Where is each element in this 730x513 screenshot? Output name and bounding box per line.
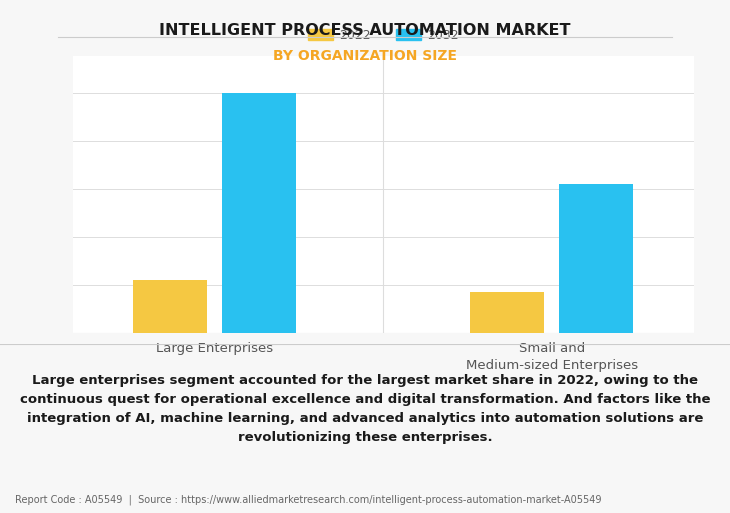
Text: Report Code : A05549  |  Source : https://www.alliedmarketresearch.com/intellige: Report Code : A05549 | Source : https://… bbox=[15, 494, 601, 505]
Legend: 2022, 2032: 2022, 2032 bbox=[303, 24, 464, 47]
Bar bbox=[222, 92, 296, 333]
Text: Large enterprises segment accounted for the largest market share in 2022, owing : Large enterprises segment accounted for … bbox=[20, 374, 710, 444]
Bar bbox=[470, 292, 545, 333]
Text: INTELLIGENT PROCESS AUTOMATION MARKET: INTELLIGENT PROCESS AUTOMATION MARKET bbox=[159, 23, 571, 38]
Text: BY ORGANIZATION SIZE: BY ORGANIZATION SIZE bbox=[273, 49, 457, 63]
Bar bbox=[559, 184, 634, 333]
Bar bbox=[133, 281, 207, 333]
